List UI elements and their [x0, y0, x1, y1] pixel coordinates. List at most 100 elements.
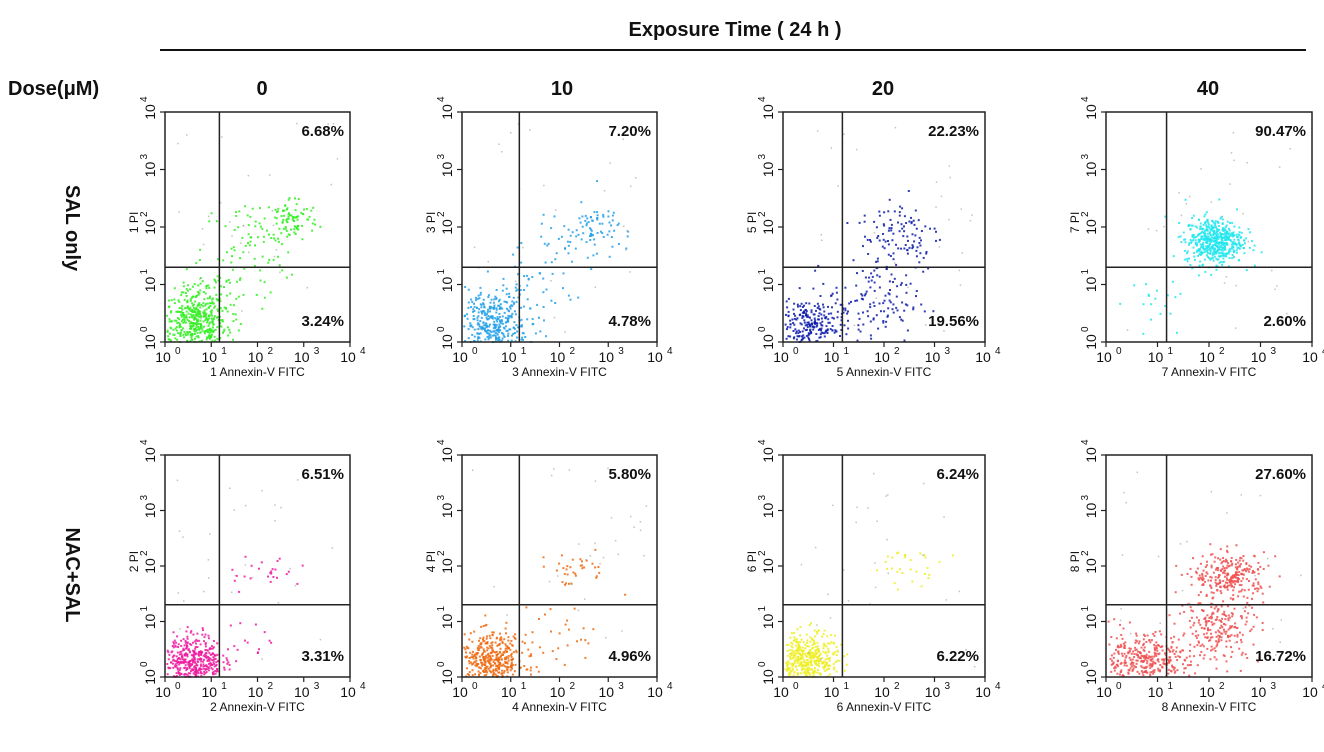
data-point — [237, 329, 240, 332]
data-point — [1241, 588, 1244, 591]
data-point — [1213, 222, 1216, 225]
data-point — [1169, 656, 1172, 659]
data-point — [184, 654, 187, 657]
data-point — [213, 665, 216, 668]
data-point — [173, 639, 176, 642]
data-point — [1239, 563, 1242, 566]
data-point — [1222, 557, 1224, 559]
y-tick-exponent: 0 — [436, 661, 447, 667]
data-point — [194, 322, 197, 325]
data-point — [196, 318, 199, 321]
data-point — [276, 576, 278, 579]
data-point — [466, 655, 469, 658]
x-tick-label: 10 — [155, 684, 171, 700]
data-point — [818, 665, 821, 668]
data-point — [1226, 584, 1229, 587]
data-point — [895, 243, 897, 246]
data-point — [523, 275, 525, 278]
data-point — [482, 648, 485, 651]
data-point — [204, 311, 207, 314]
y-tick-label: 10 — [439, 334, 455, 350]
data-point — [1222, 244, 1225, 246]
data-point — [1197, 634, 1200, 637]
data-point — [1252, 584, 1255, 587]
data-point — [857, 312, 860, 315]
data-point — [471, 300, 474, 303]
data-point — [1196, 244, 1198, 247]
data-point — [522, 305, 525, 308]
data-point — [553, 316, 556, 319]
data-point — [1225, 574, 1228, 577]
data-point — [884, 240, 887, 243]
data-point — [798, 287, 801, 290]
data-point — [1247, 240, 1250, 243]
data-point — [601, 232, 604, 235]
data-point — [499, 651, 502, 654]
data-point — [804, 673, 807, 676]
data-point — [525, 606, 528, 609]
data-point — [166, 649, 169, 652]
data-point — [490, 665, 492, 668]
data-point — [495, 637, 498, 640]
data-point — [1240, 641, 1243, 644]
data-point — [1230, 634, 1233, 637]
data-point — [217, 258, 220, 261]
scatter-dots-1 — [166, 122, 339, 343]
data-point — [915, 227, 918, 230]
data-point — [789, 335, 792, 338]
x-tick-exponent: 0 — [1116, 346, 1122, 357]
x-tick-label: 10 — [201, 349, 217, 365]
data-point — [1199, 644, 1202, 647]
data-point — [617, 243, 620, 245]
data-point — [586, 217, 589, 220]
data-point — [1133, 656, 1136, 658]
data-point — [792, 664, 795, 667]
data-point — [858, 221, 861, 224]
data-point — [203, 313, 206, 316]
data-point — [1227, 636, 1229, 639]
data-point — [1160, 645, 1163, 648]
data-point — [177, 592, 179, 594]
y-tick-exponent: 2 — [757, 550, 768, 556]
data-point — [205, 656, 208, 658]
data-point — [1204, 235, 1207, 238]
data-point — [481, 312, 483, 315]
data-point — [886, 315, 889, 318]
data-point — [1211, 553, 1214, 556]
y-tick-label: 10 — [1083, 558, 1099, 574]
data-point — [191, 311, 194, 313]
data-point — [1135, 666, 1137, 669]
data-point — [1175, 646, 1178, 649]
data-point — [208, 317, 210, 320]
data-point — [1233, 256, 1236, 259]
data-point — [885, 320, 888, 323]
data-point — [494, 667, 497, 670]
data-point — [261, 227, 264, 230]
data-point — [856, 272, 858, 275]
data-point — [799, 313, 802, 316]
data-point — [793, 312, 795, 315]
data-point — [1148, 650, 1151, 653]
data-point — [789, 326, 792, 329]
data-point — [901, 301, 904, 304]
data-point — [1202, 578, 1205, 580]
data-point — [924, 556, 927, 559]
data-point — [800, 638, 803, 641]
data-point — [301, 564, 304, 567]
data-point — [503, 638, 506, 641]
data-point — [835, 291, 838, 294]
data-point — [571, 583, 573, 585]
scatter-dots-3 — [463, 123, 637, 343]
data-point — [788, 648, 791, 651]
data-point — [473, 655, 476, 658]
data-point — [501, 315, 504, 318]
data-point — [515, 300, 518, 303]
data-point — [495, 656, 498, 659]
data-point — [489, 662, 492, 665]
data-point — [800, 672, 802, 675]
data-point — [1116, 646, 1119, 649]
data-point — [213, 663, 216, 665]
data-point — [1222, 233, 1225, 236]
data-point — [211, 301, 214, 304]
data-point — [480, 667, 482, 670]
